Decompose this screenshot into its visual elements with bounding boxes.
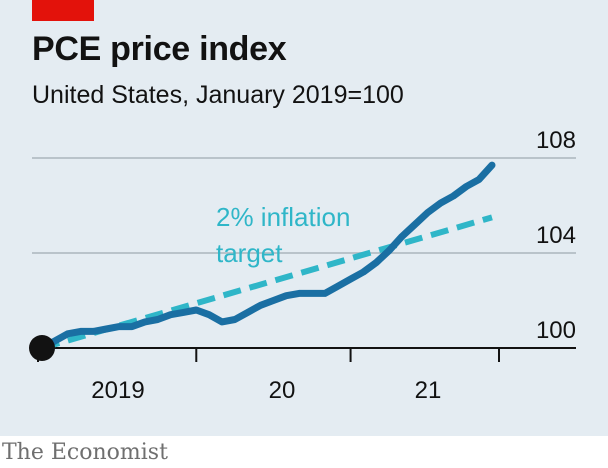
target-annotation-line1: 2% inflation (216, 202, 350, 232)
brand-tag (32, 0, 94, 21)
line-chart: 100 104 108 2019 20 21 2% inflation target (29, 127, 576, 404)
chart-subtitle: United States, January 2019=100 (32, 81, 404, 109)
chart-panel (0, 0, 608, 436)
y-tick-label-104: 104 (536, 222, 576, 249)
x-axis: 2019 20 21 (32, 347, 576, 404)
series-layer (29, 161, 496, 361)
annotation-layer: 2% inflation target (216, 202, 350, 268)
target-annotation-line2: target (216, 238, 283, 268)
source-footer: The Economist (2, 440, 168, 465)
inflation-target-line (41, 214, 493, 351)
series-start-point (29, 335, 55, 361)
chart-title: PCE price index (32, 30, 287, 68)
grid-lines (32, 157, 576, 254)
y-tick-labels: 100 104 108 (536, 127, 576, 344)
x-tick-label-20: 20 (269, 377, 296, 404)
y-tick-label-100: 100 (536, 317, 576, 344)
pce-series-line (38, 161, 496, 352)
y-tick-label-108: 108 (536, 127, 576, 154)
target-line-layer (41, 214, 493, 351)
x-tick-label-21: 21 (415, 377, 442, 404)
x-tick-label-2019: 2019 (91, 377, 144, 404)
